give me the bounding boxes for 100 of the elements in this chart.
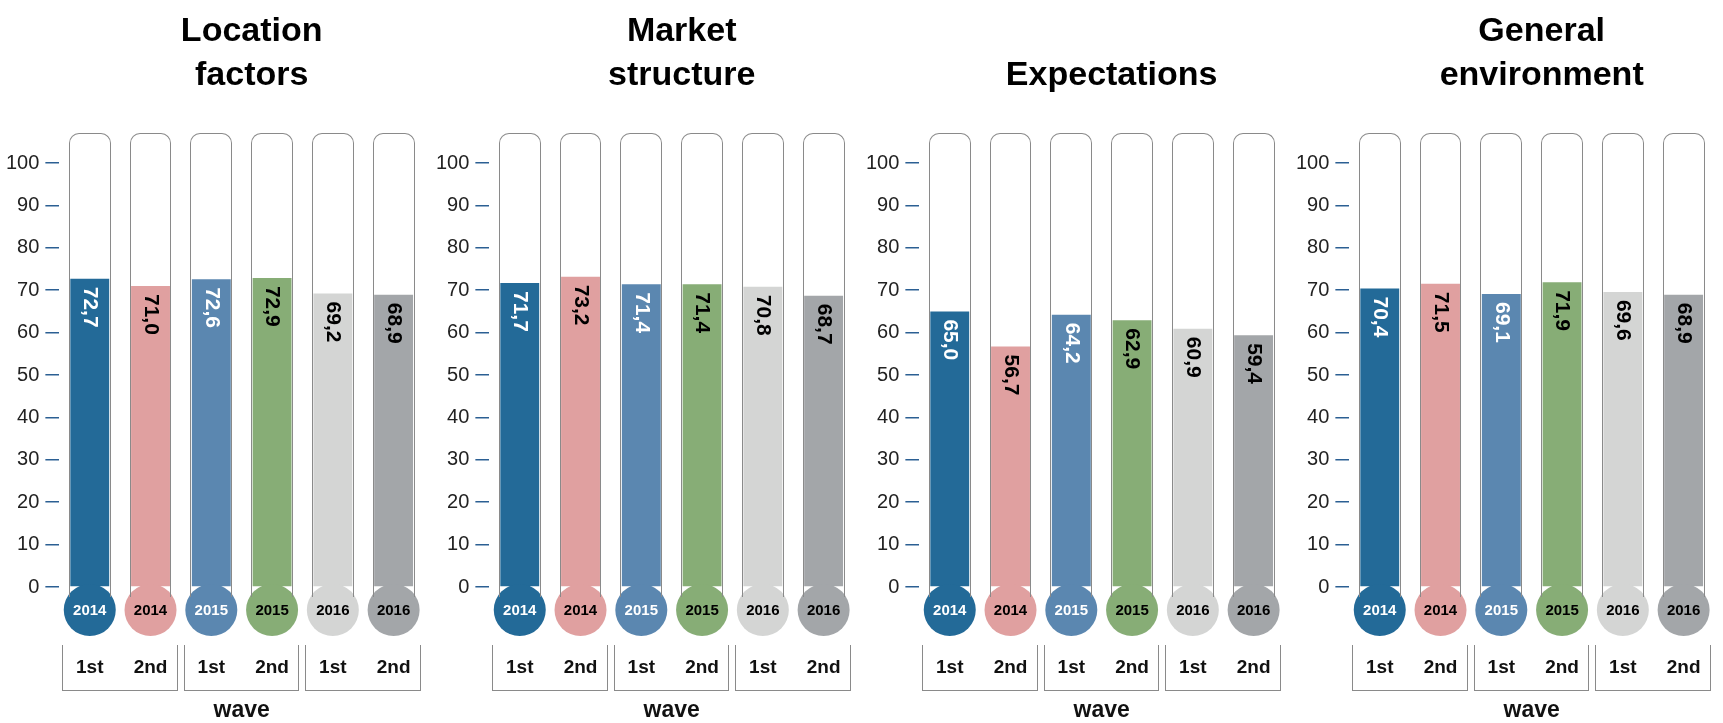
x-tick-label: 2016 [1666,601,1701,619]
text: 1st [936,656,965,678]
y-tick-label: 20 [1307,489,1330,512]
data-label: 68,9 [1673,302,1697,344]
text: 1st [1179,656,1208,678]
text: 2nd [1236,656,1271,678]
x-tick-label: 2014 [73,601,108,619]
x-tick-label: 2016 [1176,601,1210,619]
text: 2nd [1423,656,1458,678]
data-label: 69,6 [1613,299,1637,341]
x-tick-label: 2015 [624,601,658,619]
x-tick-label: 2015 [685,601,719,619]
text: 1st [1057,656,1086,678]
x-axis-title: wave [1072,696,1130,723]
y-tick-label: 70 [447,277,470,300]
y-tick-label: 70 [17,277,40,300]
text: 2nd [563,656,598,678]
y-tick-label: 100 [865,150,900,173]
y-tick-label: 0 [28,574,40,597]
y-tick-label: 30 [447,447,470,470]
x-axis-title: wave [642,696,700,723]
data-label: 72,9 [262,285,286,327]
x-axis-title: wave [1502,696,1560,723]
y-tick-label: 10 [447,532,470,555]
y-tick-label: 70 [1307,277,1330,300]
x-tick-label: 2014 [503,601,538,619]
text: 2nd [133,656,168,678]
y-tick-label: 80 [877,235,900,258]
y-tick-label: 50 [1307,362,1330,385]
y-tick-label: 80 [447,235,470,258]
data-label: 72,7 [79,286,103,328]
text: 1st [506,656,535,678]
y-tick-label: 90 [877,192,900,215]
x-tick-label: 2016 [316,601,350,619]
y-tick-label: 0 [1318,574,1330,597]
y-tick-label: 90 [17,192,40,215]
text: 1st [197,656,226,678]
data-label: 69,1 [1491,302,1515,344]
x-tick-label: 2015 [194,601,228,619]
y-tick-label: 0 [458,574,470,597]
x-tick-label: 2014 [1363,601,1398,619]
data-label: 72,6 [201,287,225,329]
x-tick-label: 2015 [255,601,289,619]
text: 2nd [1666,656,1701,678]
data-label: 59,4 [1243,343,1267,385]
x-tick-label: 2015 [1484,601,1518,619]
x-tick-label: 2014 [1423,601,1458,619]
text: 1st [1609,656,1638,678]
data-label: 65,0 [939,319,963,361]
x-tick-label: 2016 [746,601,780,619]
y-tick-label: 100 [435,150,470,173]
text: 2nd [1115,656,1149,678]
x-tick-label: 2015 [1115,601,1149,619]
y-tick-label: 10 [1307,532,1330,555]
x-tick-label: 2016 [376,601,411,619]
text: 2nd [993,656,1028,678]
y-tick-label: 60 [17,320,40,343]
y-tick-label: 100 [5,150,40,173]
x-tick-label: 2014 [133,601,168,619]
y-tick-label: 10 [17,532,40,555]
y-tick-label: 10 [877,532,900,555]
y-tick-label: 30 [877,447,900,470]
x-tick-label: 2016 [1236,601,1271,619]
x-tick-label: 2014 [933,601,968,619]
y-tick-label: 60 [447,320,470,343]
data-label: 70,8 [753,294,777,336]
y-tick-label: 100 [1295,150,1330,173]
y-tick-label: 20 [17,489,40,512]
data-label: 73,2 [570,284,594,326]
data-label: 56,7 [1000,354,1024,396]
text: 2nd [255,656,289,678]
data-label: 71,5 [1430,291,1454,334]
y-tick-label: 80 [1307,235,1330,258]
y-tick-label: 50 [447,362,470,385]
text: 1st [1366,656,1395,678]
y-tick-label: 90 [1307,192,1330,215]
x-tick-label: 2015 [1545,601,1579,619]
chart-title: Expectations [1005,54,1218,93]
data-label: 64,2 [1061,322,1085,364]
data-label: 71,4 [631,292,655,334]
text: 1st [627,656,656,678]
text: 1st [76,656,105,678]
data-label: 71,7 [509,290,533,332]
data-label: 71,4 [692,292,716,334]
text: 2nd [376,656,411,678]
chart-title: Location factors [180,10,323,93]
y-tick-label: 40 [1307,404,1330,427]
data-label: 71,0 [140,293,164,335]
chart-title: Market structure [608,10,756,93]
text: 1st [1487,656,1516,678]
data-label: 68,7 [813,303,837,345]
y-tick-label: 60 [1307,320,1330,343]
y-tick-label: 60 [877,320,900,343]
y-tick-label: 90 [447,192,470,215]
data-label: 68,9 [383,302,407,344]
y-tick-label: 50 [877,362,900,385]
y-tick-label: 30 [1307,447,1330,470]
y-tick-label: 40 [447,404,470,427]
y-tick-label: 30 [17,447,40,470]
x-axis-title: wave [212,696,270,723]
